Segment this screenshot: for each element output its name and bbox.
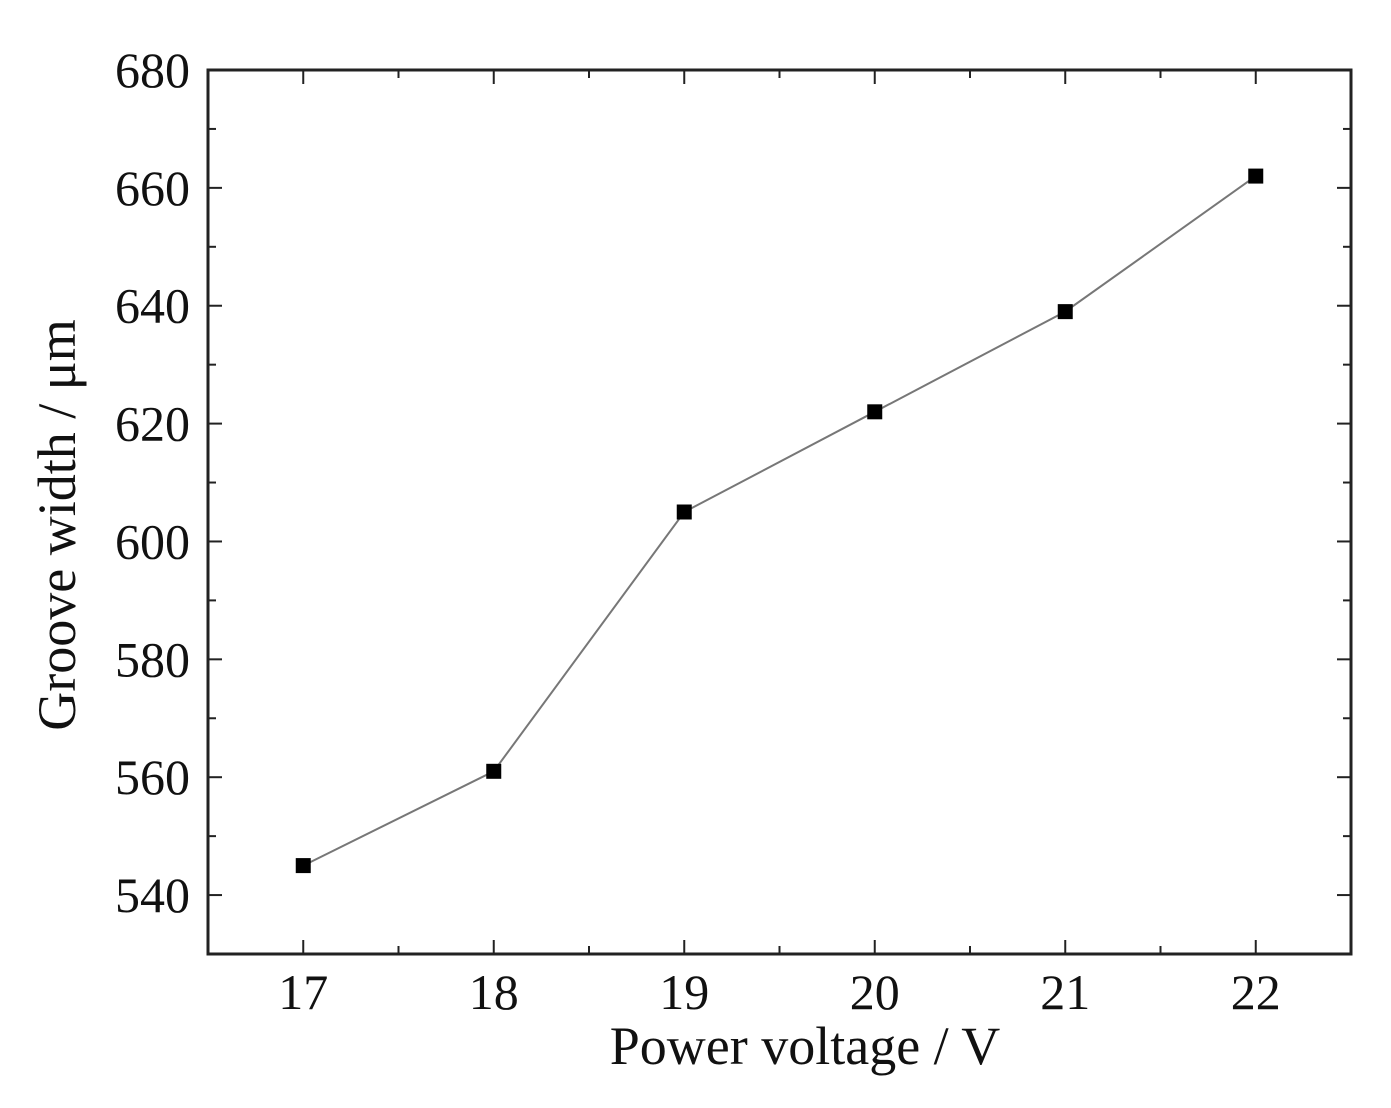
y-tick-label: 560 bbox=[115, 749, 190, 805]
data-point bbox=[867, 404, 883, 420]
y-tick-label: 640 bbox=[115, 278, 190, 334]
x-tick-label: 22 bbox=[1231, 964, 1281, 1020]
x-tick-label: 18 bbox=[469, 964, 519, 1020]
data-point bbox=[486, 763, 502, 779]
y-tick-label: 660 bbox=[115, 160, 190, 216]
y-tick-label: 680 bbox=[115, 42, 190, 98]
data-point bbox=[676, 504, 692, 520]
x-tick-label: 17 bbox=[278, 964, 328, 1020]
axis-ticks bbox=[208, 69, 1351, 954]
x-axis-title: Power voltage / V bbox=[610, 1016, 1000, 1076]
y-tick-label: 540 bbox=[115, 867, 190, 923]
series-layer bbox=[295, 168, 1264, 874]
data-point bbox=[295, 858, 311, 874]
data-point bbox=[1057, 304, 1073, 320]
x-tick-label: 21 bbox=[1040, 964, 1090, 1020]
y-tick-label: 620 bbox=[115, 396, 190, 452]
y-tick-label: 580 bbox=[115, 631, 190, 687]
series-line bbox=[302, 175, 1257, 867]
y-axis-title: Groove width / μm bbox=[27, 319, 87, 730]
y-tick-label: 600 bbox=[115, 513, 190, 569]
x-tick-label: 19 bbox=[659, 964, 709, 1020]
plot-frame bbox=[206, 68, 1353, 956]
x-tick-label: 20 bbox=[850, 964, 900, 1020]
tick-labels: 17 18 19 20 21 22 540 560 580 600 620 640 660 680 bbox=[115, 42, 1281, 1020]
data-point bbox=[1248, 168, 1264, 184]
